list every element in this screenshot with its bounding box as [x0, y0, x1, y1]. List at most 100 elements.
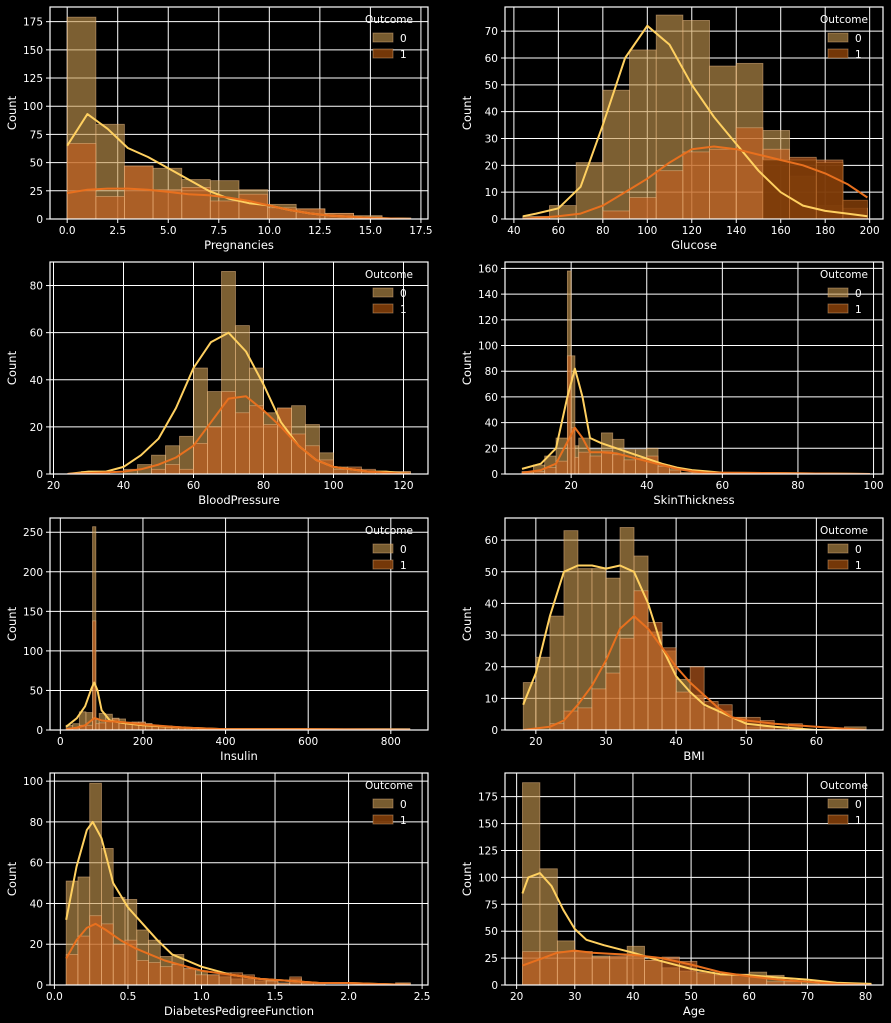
kde-line-kde0	[522, 564, 866, 730]
x-tick-label: 200	[860, 225, 880, 237]
legend-title: Outcome	[365, 269, 413, 281]
bar	[195, 974, 208, 985]
y-tick-label: 40	[485, 598, 498, 610]
subplot-diabetespedigreefunction: 0.0 0.5 1.0 1.5 2.0 2.5 0 20 40 60 80 100 DiabetesPe…	[5, 772, 430, 1018]
bar	[206, 974, 220, 985]
plot-area	[521, 270, 870, 474]
x-axis-label: Glucose	[671, 238, 717, 252]
bar	[112, 943, 126, 985]
x-axis: 20 30 40 50 60 70 80	[510, 985, 872, 1003]
legend-title: Outcome	[820, 14, 868, 26]
x-tick-label: 50	[684, 991, 697, 1003]
y-tick-label: 60	[485, 535, 498, 547]
legend-title: Outcome	[365, 780, 413, 792]
x-tick-label: 50	[740, 736, 753, 748]
bar	[165, 464, 180, 474]
y-tick-label: 175	[478, 792, 498, 804]
kde-line-kde1	[67, 187, 411, 219]
x-tick-label: 100	[864, 480, 884, 492]
y-tick-label: 120	[478, 315, 498, 327]
bar	[207, 426, 222, 474]
x-tick-label: 20	[47, 480, 60, 492]
x-tick-label: 1.5	[267, 991, 284, 1003]
y-tick-label: 150	[23, 45, 43, 57]
y-tick-label: 80	[30, 281, 43, 293]
y-axis: 0 20 40 60 80	[30, 281, 50, 481]
bar	[92, 620, 97, 730]
subplot-bloodpressure: 20 40 60 80 100 120020406080BloodPressureCoun…	[5, 261, 429, 507]
x-tick-label: 40	[640, 480, 653, 492]
legend-swatch	[827, 798, 849, 809]
legend: Outcome 0 1	[365, 14, 413, 61]
kde-line-kde0	[521, 872, 872, 985]
plot-area	[522, 527, 867, 730]
y-axis-label: Count	[460, 606, 474, 641]
legend-label: 1	[400, 815, 407, 827]
x-axis-label: Insulin	[220, 749, 258, 763]
y-tick-label: 60	[485, 392, 498, 404]
kde-line-kde1	[522, 145, 868, 219]
y-axis: 0 20 40 60 80 100	[23, 776, 50, 992]
bars-counts0	[65, 526, 411, 730]
x-tick-label: 400	[216, 736, 236, 748]
x-tick-label: 80	[859, 991, 872, 1003]
x-tick-label: 0.0	[46, 991, 63, 1003]
subplot-pregnancies: 0.0 2.5 5.0 7.5 10.0 12.5 15.0 17.5 0 25 50 75 100 12…	[5, 6, 433, 252]
x-axis-label: Pregnancies	[204, 238, 274, 252]
x-tick-label: 15.0	[359, 225, 382, 237]
x-tick-label: 40	[626, 991, 639, 1003]
y-tick-label: 100	[23, 101, 43, 113]
bars-counts1	[66, 143, 412, 219]
legend: Outcome 0 1	[365, 780, 413, 827]
bar	[574, 951, 593, 985]
x-tick-label: 1.0	[193, 991, 210, 1003]
x-tick-label: 60	[552, 225, 565, 237]
bar	[179, 468, 194, 474]
x-axis-label: SkinThickness	[653, 493, 734, 507]
subplot-insulin: 0 200 400 600 800 0 50 100 150 200 250 Insulin Count…	[5, 517, 429, 763]
x-tick-label: 70	[801, 991, 814, 1003]
bar	[98, 722, 107, 730]
bar	[183, 968, 197, 985]
bar	[555, 460, 568, 474]
x-tick-label: 40	[117, 480, 130, 492]
y-tick-label: 125	[478, 845, 498, 857]
bar	[85, 724, 93, 730]
legend-label: 1	[400, 49, 407, 61]
bar	[655, 170, 684, 219]
x-tick-label: 40	[507, 225, 520, 237]
x-tick-label: 160	[771, 225, 791, 237]
bar	[644, 959, 663, 985]
legend-title: Outcome	[820, 525, 868, 537]
x-axis-label: DiabetesPedigreeFunction	[164, 1004, 314, 1018]
y-tick-label: 50	[485, 80, 498, 92]
bar	[95, 196, 125, 219]
y-tick-label: 80	[30, 817, 43, 829]
y-tick-label: 50	[30, 158, 43, 170]
legend-label: 0	[855, 544, 862, 556]
bar	[696, 971, 715, 985]
y-tick-label: 100	[23, 646, 43, 658]
x-tick-label: 60	[716, 480, 729, 492]
y-tick-label: 100	[478, 872, 498, 884]
grid	[505, 773, 883, 986]
legend: Outcome 0 1	[365, 269, 413, 316]
x-tick-label: 180	[815, 225, 835, 237]
bar	[602, 210, 630, 219]
x-tick-label: 20	[510, 991, 523, 1003]
kde-line-kde1	[522, 949, 872, 985]
legend: Outcome 0 1	[820, 525, 868, 572]
y-tick-label: 200	[23, 567, 43, 579]
y-tick-label: 150	[478, 819, 498, 831]
legend-swatch	[827, 303, 849, 314]
axes-frame	[504, 772, 884, 986]
legend-swatch	[372, 559, 394, 570]
kde-line-kde0	[65, 681, 410, 730]
y-tick-label: 0	[491, 214, 498, 226]
axes-frame	[49, 261, 429, 475]
x-tick-label: 800	[381, 736, 401, 748]
legend-label: 0	[400, 799, 407, 811]
bar	[136, 960, 149, 985]
x-tick-label: 2.5	[109, 225, 126, 237]
